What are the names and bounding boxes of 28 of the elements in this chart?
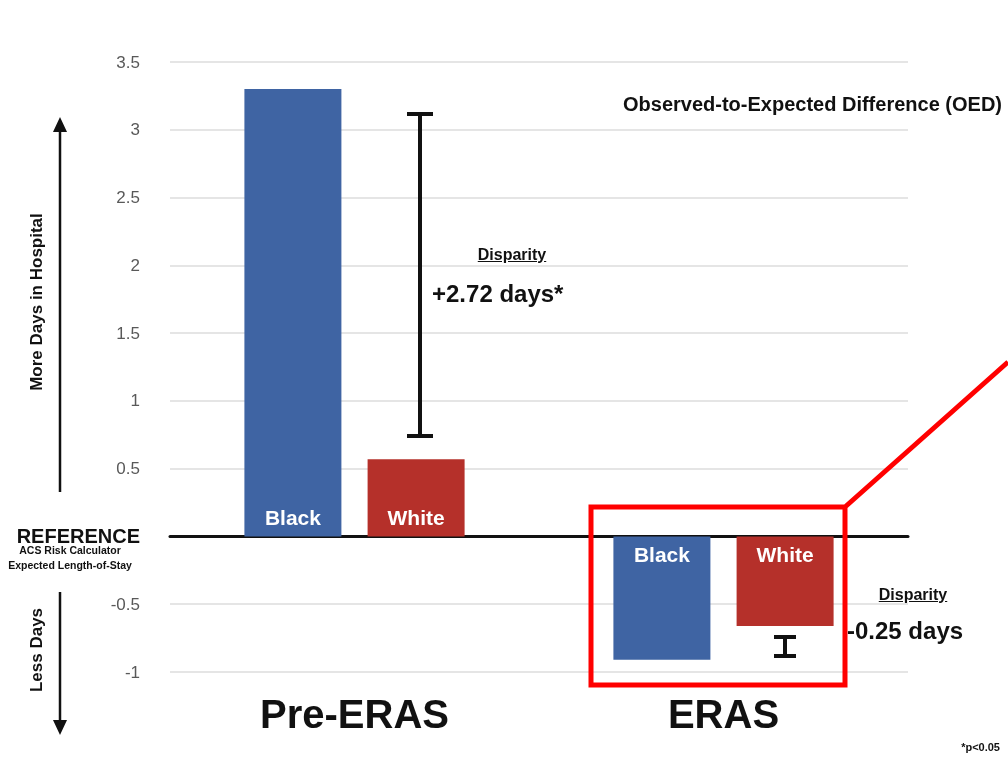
bar [367, 459, 465, 537]
annotation: Disparity [878, 586, 948, 604]
text: ACS Risk Calculator Expected Length-of-Stay [7, 543, 133, 573]
x-tick-label: ERAS [667, 692, 780, 736]
y-tick-label: 3 [130, 120, 140, 140]
y-tick-label: 1 [130, 391, 140, 411]
text: White [756, 543, 814, 567]
annotation: -0.25 days [847, 617, 964, 645]
bar [736, 536, 834, 626]
text: Black [633, 543, 690, 567]
bar [244, 89, 342, 537]
y-tick-label: -0.5 [110, 594, 140, 614]
y-tick-label: -1 [124, 662, 140, 682]
y-tick-label: 2 [130, 255, 140, 275]
y-tick-label: 0.5 [116, 459, 140, 479]
annotation: Disparity [477, 246, 547, 264]
series-label: Black [264, 506, 322, 530]
text: *p<0.05 [961, 741, 1000, 753]
y-tick-label: 3.5 [116, 52, 140, 72]
text: Observed-to-Expected Difference (OED) [623, 93, 1002, 116]
x-tick-label: Pre-ERAS [260, 692, 449, 736]
y-tick-label: 1.5 [116, 323, 140, 343]
text: Less Days [27, 607, 47, 693]
bar [613, 536, 711, 660]
series-label: White [387, 506, 445, 530]
annotation: +2.72 days* [432, 280, 564, 308]
y-tick-label: 2.5 [116, 188, 140, 208]
y-axis-title: More Days in Hospital [27, 213, 47, 391]
